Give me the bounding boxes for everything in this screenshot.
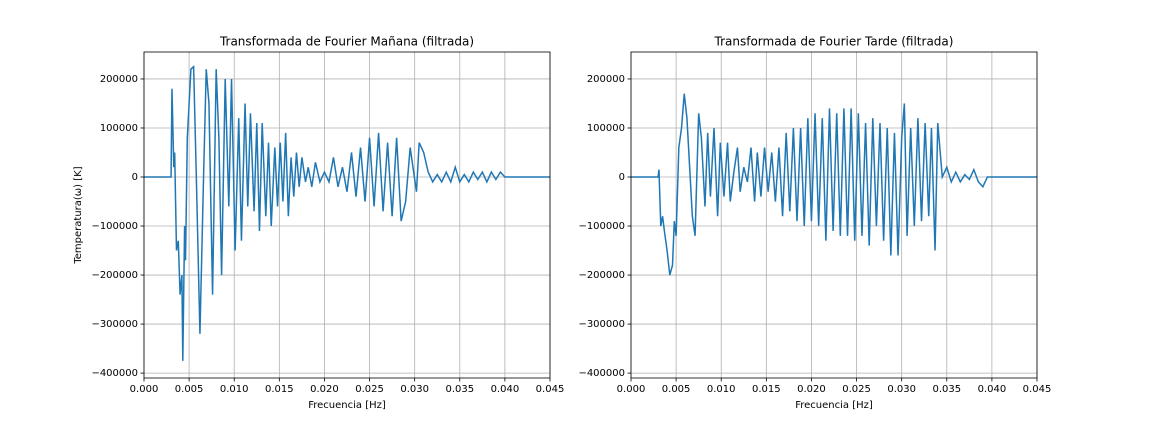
x-tick-label: 0.035 [445, 384, 474, 395]
x-tick-label: 0.045 [1023, 384, 1052, 395]
x-tick-label: 0.045 [536, 384, 565, 395]
y-tick-label: −100000 [578, 221, 625, 232]
x-tick-label: 0.015 [752, 384, 781, 395]
x-tick-label: 0.025 [842, 384, 871, 395]
data-line [144, 65, 550, 361]
x-tick-label: 0.025 [355, 384, 384, 395]
x-tick-label: 0.030 [887, 384, 916, 395]
x-tick-label: 0.005 [175, 384, 204, 395]
y-axis-label: Temperatura(ω) [K] [73, 166, 84, 264]
x-axis-label: Frecuencia [Hz] [795, 400, 873, 411]
x-tick-label: 0.010 [707, 384, 736, 395]
x-tick-label: 0.000 [130, 384, 159, 395]
x-tick-label: 0.010 [220, 384, 249, 395]
x-tick-label: 0.040 [978, 384, 1007, 395]
x-tick-label: 0.005 [662, 384, 691, 395]
y-tick-label: −200000 [91, 270, 138, 281]
y-tick-label: 100000 [587, 123, 625, 134]
y-tick-label: 100000 [100, 123, 138, 134]
y-tick-label: −300000 [91, 319, 138, 330]
y-tick-label: −400000 [578, 368, 625, 379]
chart-title: Transformada de Fourier Tarde (filtrada) [714, 35, 954, 49]
x-tick-label: 0.015 [265, 384, 294, 395]
plot-frame [630, 51, 1038, 379]
data-line [631, 93, 1037, 276]
y-tick-label: −400000 [91, 368, 138, 379]
plot-frame [143, 51, 551, 379]
chart-title: Transformada de Fourier Mañana (filtrada… [219, 35, 474, 49]
y-tick-label: −300000 [578, 319, 625, 330]
x-tick-label: 0.000 [617, 384, 646, 395]
y-tick-label: 0 [132, 172, 138, 183]
x-tick-label: 0.040 [491, 384, 520, 395]
x-tick-label: 0.020 [310, 384, 339, 395]
x-tick-label: 0.035 [932, 384, 961, 395]
x-tick-label: 0.030 [400, 384, 429, 395]
y-tick-label: 0 [619, 172, 625, 183]
x-tick-label: 0.020 [797, 384, 826, 395]
x-axis-label: Frecuencia [Hz] [308, 400, 386, 411]
y-tick-label: −200000 [578, 270, 625, 281]
y-tick-label: 200000 [587, 74, 625, 85]
y-tick-label: −100000 [91, 221, 138, 232]
y-tick-label: 200000 [100, 74, 138, 85]
